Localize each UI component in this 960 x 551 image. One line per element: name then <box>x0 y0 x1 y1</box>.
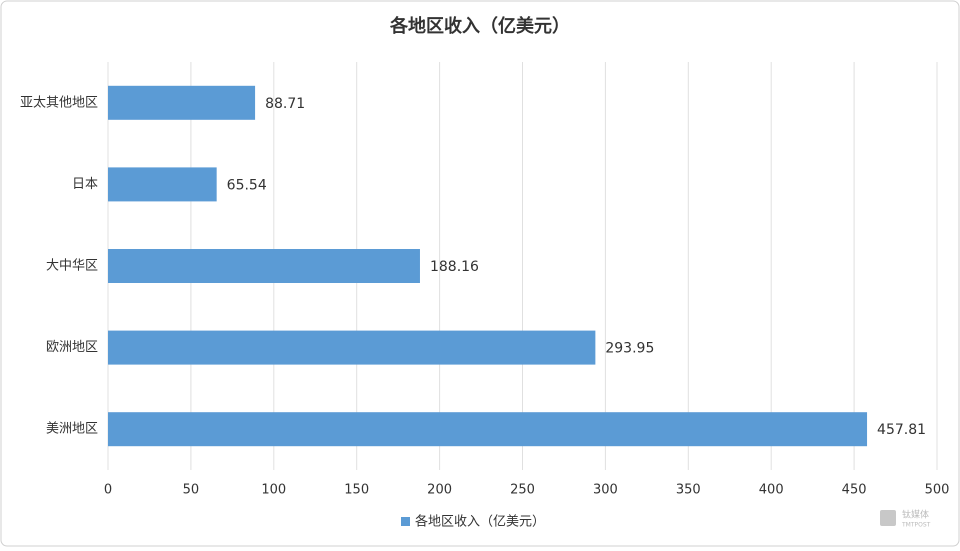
data-label: 457.81 <box>877 422 926 438</box>
chart-title: 各地区收入（亿美元） <box>389 15 570 37</box>
bar <box>108 330 596 365</box>
x-tick-label: 100 <box>261 483 286 498</box>
x-tick-label: 300 <box>593 483 618 498</box>
legend-label: 各地区收入（亿美元） <box>415 514 545 530</box>
data-label: 65.54 <box>227 177 267 193</box>
bar <box>108 167 217 202</box>
x-tick-label: 350 <box>676 483 701 498</box>
bar <box>108 249 420 283</box>
y-tick-label: 欧洲地区 <box>46 340 98 355</box>
x-tick-label: 250 <box>510 483 535 498</box>
x-tick-label: 200 <box>427 483 452 498</box>
watermark-sub: TMTPOST <box>901 522 931 529</box>
y-tick-label: 日本 <box>72 177 98 192</box>
x-tick-label: 150 <box>344 483 369 498</box>
watermark: 钛媒体 <box>902 509 929 521</box>
x-tick-label: 450 <box>842 483 867 498</box>
x-tick-label: 400 <box>759 483 784 498</box>
y-tick-label: 大中华区 <box>46 259 98 274</box>
bar <box>108 412 868 447</box>
x-tick-label: 500 <box>925 483 950 498</box>
data-label: 88.71 <box>265 96 305 112</box>
x-tick-label: 0 <box>104 483 112 498</box>
data-label: 293.95 <box>605 341 654 357</box>
data-label: 188.16 <box>430 259 479 275</box>
bar <box>108 85 256 120</box>
y-tick-label: 亚太其他地区 <box>20 95 98 110</box>
legend-swatch <box>401 517 410 526</box>
x-tick-label: 50 <box>183 483 200 498</box>
watermark-logo <box>880 510 896 526</box>
y-tick-label: 美洲地区 <box>46 422 98 437</box>
